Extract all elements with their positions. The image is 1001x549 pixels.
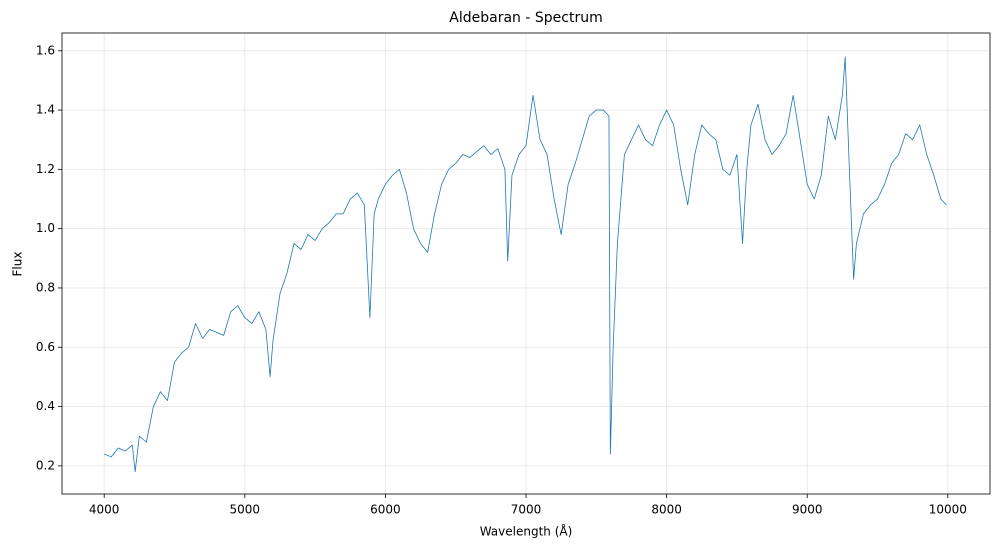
x-tick-label: 8000	[651, 503, 682, 517]
y-axis-label: Flux	[11, 252, 25, 277]
x-axis-label: Wavelength (Å)	[480, 524, 573, 539]
x-tick-label: 5000	[230, 503, 261, 517]
x-tick-label: 10000	[929, 503, 967, 517]
y-tick-label: 0.4	[36, 399, 55, 413]
y-tick-label: 0.8	[36, 280, 55, 294]
chart-title: Aldebaran - Spectrum	[449, 10, 602, 26]
y-tick-label: 1.2	[36, 162, 55, 176]
plot-frame	[61, 32, 991, 495]
y-tick-label: 1.0	[36, 221, 55, 235]
y-tick-label: 0.2	[36, 458, 55, 472]
x-tick-label: 7000	[511, 503, 542, 517]
y-tick-label: 1.4	[36, 103, 55, 117]
y-tick-label: 1.6	[36, 43, 55, 57]
spectrum-line	[104, 56, 947, 473]
x-tick-label: 4000	[89, 503, 120, 517]
y-tick-label: 0.6	[36, 340, 55, 354]
x-tick-label: 6000	[370, 503, 401, 517]
x-tick-label: 9000	[792, 503, 823, 517]
